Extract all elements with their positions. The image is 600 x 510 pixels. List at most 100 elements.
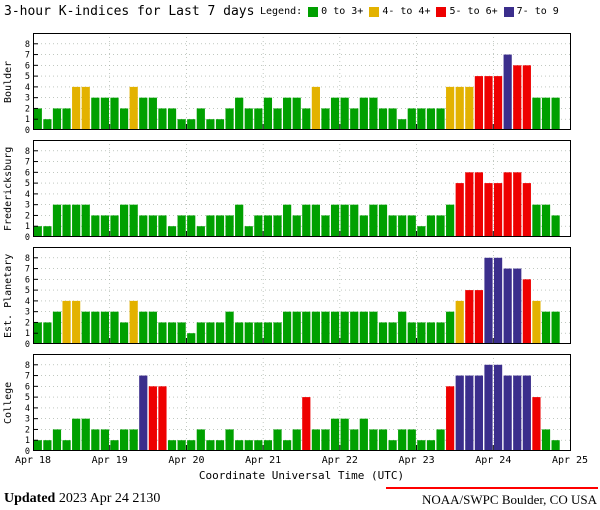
footer-rule [386,487,598,489]
kindex-bar [52,311,62,344]
y-tick-label: 0 [25,233,30,243]
kindex-bar [62,204,71,237]
kindex-bar [196,108,205,130]
kindex-bar [177,119,186,130]
kindex-bar [465,172,474,237]
kindex-bar [81,86,90,130]
kindex-bar [407,215,416,237]
legend-item: 7- to 9 [503,6,559,17]
kindex-bar [330,418,340,451]
kindex-bar [340,311,349,344]
kindex-bar [474,172,483,237]
kindex-bar [283,97,292,130]
kindex-bar [484,183,493,237]
kindex-bar [196,226,205,237]
y-tick-label: 7 [25,51,30,61]
kindex-bar [187,333,196,344]
kindex-bar [398,311,407,344]
kindex-bar [167,226,177,237]
kindex-bar [503,375,512,451]
kindex-bar [551,440,560,451]
y-tick-label: 6 [25,168,30,178]
legend-swatch-green [308,6,319,17]
legend-item-label: 5- to 6+ [449,6,498,17]
credit-text: NOAA/SWPC Boulder, CO USA [422,492,597,507]
kindex-bar [81,418,90,451]
y-tick-label: 3 [25,415,30,425]
kindex-bar [398,119,407,130]
kindex-bar [62,300,71,344]
kindex-bar [532,300,541,344]
updated-value: 2023 Apr 24 2130 [58,491,161,506]
x-axis-title: Coordinate Universal Time (UTC) [198,469,405,482]
y-tick-label: 5 [25,393,30,403]
kindex-bar [369,97,378,130]
legend-item-label: 7- to 9 [516,6,559,17]
kindex-bar [100,97,110,130]
kindex-bar [330,204,340,237]
kindex-bar [206,440,215,451]
kindex-bar [465,375,474,451]
kindex-bar [177,322,186,344]
legend-item: 4- to 4+ [369,6,430,17]
kindex-bar [254,322,263,344]
y-tick-label: 4 [25,297,30,307]
y-tick-label: 2 [25,318,30,328]
kindex-bar [273,215,282,237]
kindex-bar [283,204,292,237]
kindex-bar [206,215,215,237]
kindex-bar [120,108,129,130]
x-tick-label: Apr 22 [321,455,358,466]
legend-item: 5- to 6+ [436,6,498,17]
y-tick-label: 5 [25,286,30,296]
kindex-bar [43,119,52,130]
kindex-bar [263,215,273,237]
kindex-bar [273,108,282,130]
kindex-bar [100,429,110,451]
kindex-bar [311,429,320,451]
legend-item: 0 to 3+ [308,6,363,17]
kindex-bar [244,322,253,344]
x-tick-label: Apr 19 [91,455,128,466]
y-tick-label: 3 [25,308,30,318]
kindex-bar [129,86,138,130]
kindex-bar [541,204,551,237]
y-tick-label: 7 [25,372,30,382]
legend-swatch-yellow [369,6,380,17]
kindex-bar [292,311,301,344]
kindex-bar [254,215,263,237]
x-tick-label: Apr 25 [551,455,589,466]
y-tick-label: 4 [25,190,30,200]
kindex-bar [33,226,42,237]
y-tick-label: 6 [25,382,30,392]
kindex-bar [235,322,244,344]
kindex-bar [359,97,368,130]
kindex-bar [283,440,292,451]
kindex-bar [244,226,253,237]
kindex-bar [340,204,349,237]
kindex-bar [311,311,320,344]
kindex-bar [359,311,368,344]
y-tick-label: 1 [25,222,30,232]
kindex-bar [551,311,560,344]
legend-swatch-red [436,6,447,17]
kindex-bar [215,440,225,451]
kindex-bar [446,386,455,451]
kindex-bar [378,204,388,237]
updated-text: Updated 2023 Apr 24 2130 [4,491,160,507]
kindex-bar [91,311,100,344]
kindex-bar [72,418,81,451]
kindex-bar [273,429,282,451]
kindex-bar [474,76,483,130]
legend-item-label: 0 to 3+ [321,6,364,17]
kindex-bar [215,322,225,344]
kindex-bar [493,76,503,130]
kindex-bar [91,97,100,130]
y-tick-label: 4 [25,404,30,414]
kindex-bar [52,204,62,237]
legend: Legend: 0 to 3+ 4- to 4+ 5- to 6+ 7- to 9 [260,6,559,17]
kindex-bar [407,322,416,344]
kindex-bar [398,429,407,451]
